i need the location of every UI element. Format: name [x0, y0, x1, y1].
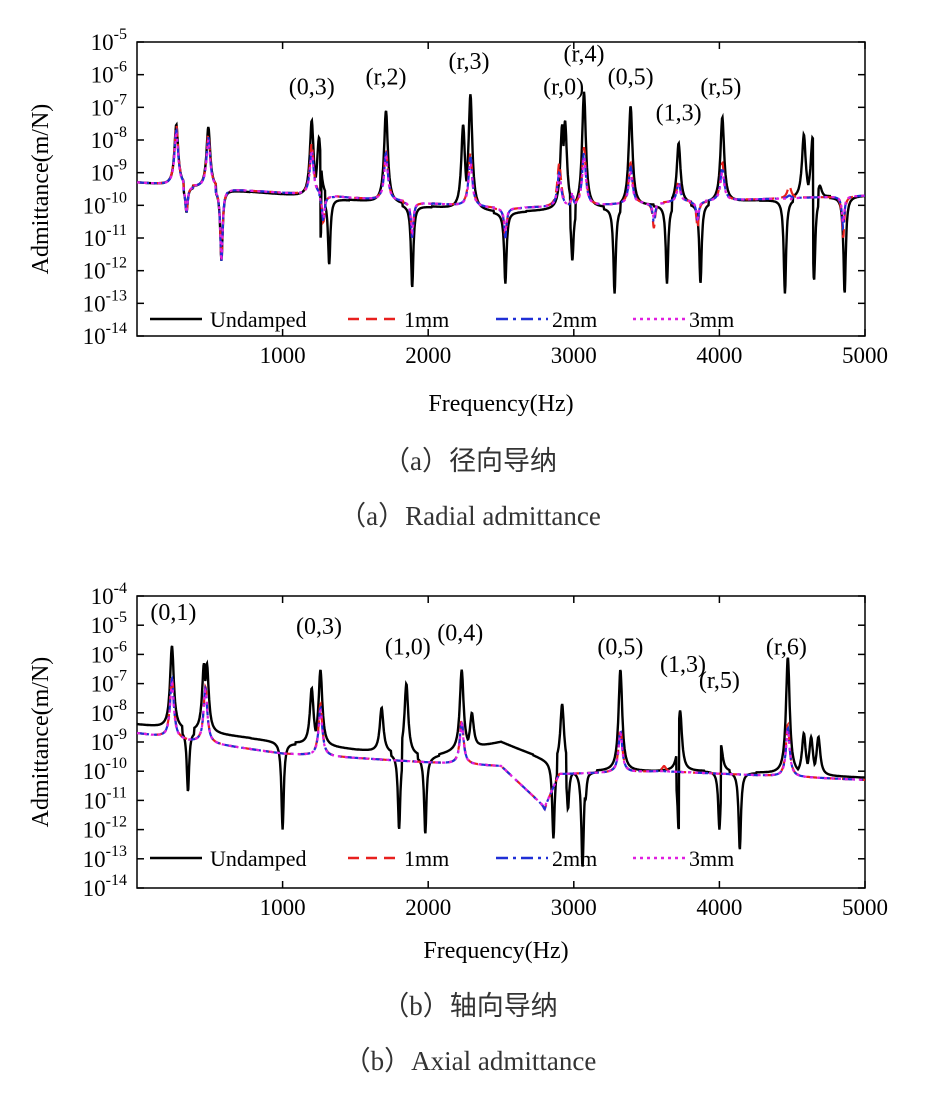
y-tick-label: 10-14 — [83, 872, 127, 901]
mode-annotation: (0,3) — [296, 614, 342, 640]
y-tick-label: 10-13 — [83, 843, 127, 872]
mode-annotation: (0,3) — [289, 74, 335, 100]
series-group — [136, 645, 865, 867]
legend: Undamped 1mm 2mm 3mm — [150, 307, 734, 332]
y-tick-label: 10-11 — [83, 222, 127, 251]
y-tick-label: 10-8 — [91, 124, 127, 153]
y-tick-label: 10-6 — [91, 59, 127, 88]
series-line-3mm — [136, 131, 865, 261]
x-tick-label: 2000 — [405, 895, 451, 920]
y-tick-label: 10-14 — [83, 320, 127, 349]
mode-annotation: (r,2) — [365, 65, 406, 91]
x-tick-label: 3000 — [551, 343, 597, 368]
x-axis-label: Frequency(Hz) — [423, 938, 568, 964]
legend-label-1mm: 1mm — [404, 846, 449, 871]
x-tick-label: 2000 — [405, 343, 451, 368]
legend-label-3mm: 3mm — [689, 846, 734, 871]
x-tick-label: 4000 — [696, 343, 742, 368]
mode-annotation: (0,5) — [608, 65, 654, 91]
y-tick-group: 10-14 10-13 10-12 10-11 10-10 10-9 10-8 10-7 10-… — [83, 26, 865, 349]
caption-a-cn: （a）径向导纳 — [383, 446, 557, 476]
y-tick-label: 10-9 — [91, 157, 127, 186]
series-line-2mm — [137, 675, 865, 812]
mode-annotation: (0,5) — [597, 634, 643, 660]
x-tick-label: 5000 — [842, 343, 888, 368]
mode-annotation: (r,6) — [766, 634, 807, 660]
y-tick-label: 10-5 — [91, 609, 127, 638]
chart-axial-admittance: 10-1410-1310-1210-1110-1010-910-810-710-… — [28, 580, 888, 964]
y-tick-group: 10-1410-1310-1210-1110-1010-910-810-710-… — [83, 580, 865, 901]
legend: Undamped 1mm 2mm 3mm — [150, 846, 734, 871]
x-tick-group: 1000 2000 3000 4000 5000 — [260, 42, 888, 368]
y-tick-label: 10-9 — [91, 726, 127, 755]
y-tick-label: 10-12 — [83, 255, 127, 284]
series-line-undamped — [137, 645, 865, 867]
x-tick-label: 1000 — [260, 343, 306, 368]
caption-b-en: （b）Axial admittance — [344, 1046, 597, 1076]
x-tick-label: 5000 — [842, 895, 888, 920]
mode-annotation: (r,5) — [699, 668, 740, 694]
mode-annotation: (r,4) — [563, 42, 604, 68]
caption-b-cn: （b）轴向导纳 — [382, 991, 558, 1021]
legend-label-undamped: Undamped — [210, 307, 307, 332]
mode-annotation: (1,3) — [660, 652, 706, 678]
mode-annotation: (1,3) — [656, 100, 702, 126]
chart-radial-admittance: 10-14 10-13 10-12 10-11 10-10 10-9 10-8 10-7 10-… — [28, 26, 888, 417]
annotation-group: (0,3) (r,2) (r,3) (r,0) (r,4)(0,5)(1,3)(r,5) — [289, 42, 742, 127]
y-tick-label: 10-7 — [91, 668, 127, 697]
x-tick-label: 1000 — [260, 895, 306, 920]
legend-label-3mm: 3mm — [689, 307, 734, 332]
series-line-undamped — [137, 91, 865, 294]
y-tick-label: 10-8 — [91, 697, 127, 726]
y-tick-label: 10-10 — [83, 189, 127, 218]
legend-label-2mm: 2mm — [552, 846, 597, 871]
series-group — [136, 91, 866, 294]
y-tick-label: 10-7 — [91, 91, 127, 120]
y-tick-label: 10-5 — [91, 26, 127, 55]
annotation-group: (0,1) (0,3) (1,0)(0,4) (0,5) (1,3)(r,5) (r,6) — [150, 600, 806, 694]
caption-a-en: （a）Radial admittance — [339, 501, 601, 531]
mode-annotation: (0,1) — [150, 600, 196, 626]
x-tick-group: 1000 2000 3000 4000 5000 — [260, 596, 888, 920]
y-tick-label: 10-12 — [83, 814, 127, 843]
y-tick-label: 10-10 — [83, 755, 127, 784]
x-tick-label: 4000 — [696, 895, 742, 920]
legend-label-2mm: 2mm — [552, 307, 597, 332]
y-axis-label: Admittance(m/N) — [28, 104, 54, 275]
x-axis-label: Frequency(Hz) — [428, 391, 573, 417]
legend-label-undamped: Undamped — [210, 846, 307, 871]
y-tick-label: 10-4 — [91, 580, 127, 609]
mode-annotation: (0,4) — [437, 620, 483, 646]
x-tick-label: 3000 — [551, 895, 597, 920]
mode-annotation: (r,5) — [700, 74, 741, 100]
y-tick-label: 10-11 — [83, 784, 127, 813]
series-line-2mm — [136, 127, 866, 261]
mode-annotation: (r,0) — [543, 74, 584, 100]
y-axis-label: Admittance(m/N) — [28, 657, 54, 828]
plot-frame — [136, 41, 866, 337]
mode-annotation: (r,3) — [448, 49, 489, 75]
mode-annotation: (1,0) — [385, 634, 431, 660]
series-line-3mm — [136, 680, 865, 809]
legend-label-1mm: 1mm — [404, 307, 449, 332]
y-tick-label: 10-6 — [91, 638, 127, 667]
y-tick-label: 10-13 — [83, 287, 127, 316]
